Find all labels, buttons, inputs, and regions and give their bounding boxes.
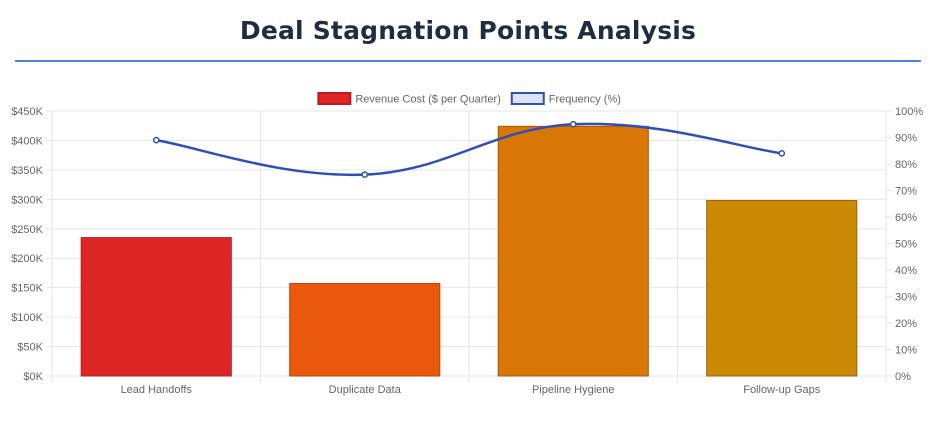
y-left-tick-label: $450K xyxy=(11,106,43,118)
y-right-tick-label: 100% xyxy=(895,106,923,118)
legend-swatch xyxy=(317,92,352,105)
y-right-tick-label: 50% xyxy=(895,239,917,251)
y-right-tick-label: 0% xyxy=(895,371,911,383)
bar-duplicate-data xyxy=(289,283,441,377)
legend-label: Revenue Cost ($ per Quarter) xyxy=(355,94,501,106)
y-right-tick-label: 70% xyxy=(895,186,917,198)
y-right-tick-label: 90% xyxy=(895,133,917,145)
legend-swatch xyxy=(510,92,545,105)
x-tick-label: Follow-up Gaps xyxy=(743,384,821,396)
page-title: Deal Stagnation Points Analysis xyxy=(239,16,697,45)
legend-label: Frequency (%) xyxy=(549,94,621,106)
y-right-tick-label: 10% xyxy=(895,345,917,357)
bar-lead-handoffs xyxy=(80,237,232,377)
y-left-tick-label: $0K xyxy=(23,371,43,383)
y-left-tick-label: $50K xyxy=(17,342,43,354)
x-tick-label: Duplicate Data xyxy=(329,384,402,396)
y-left-tick-label: $400K xyxy=(11,135,43,147)
y-left-tick-label: $250K xyxy=(11,224,43,236)
frequency-point xyxy=(778,150,786,157)
frequency-point xyxy=(361,171,369,178)
y-left-tick-label: $150K xyxy=(11,283,43,295)
y-right-tick-label: 60% xyxy=(895,212,917,224)
y-right-tick-label: 30% xyxy=(895,292,917,304)
y-right-tick-label: 40% xyxy=(895,265,917,277)
y-left-tick-label: $300K xyxy=(11,194,43,206)
y-left-tick-label: $350K xyxy=(11,165,43,177)
x-tick-label: Lead Handoffs xyxy=(121,384,193,396)
x-tick-label: Pipeline Hygiene xyxy=(532,384,615,396)
frequency-point xyxy=(152,136,160,144)
title-divider xyxy=(15,60,921,62)
y-left-tick-label: $200K xyxy=(11,253,43,265)
frequency-point xyxy=(569,120,577,128)
frequency-line xyxy=(156,122,782,177)
bar-follow-up-gaps xyxy=(706,200,858,377)
y-right-tick-label: 80% xyxy=(895,159,917,171)
y-left-tick-label: $100K xyxy=(11,312,43,324)
bar-pipeline-hygiene xyxy=(497,125,649,377)
y-right-tick-label: 20% xyxy=(895,318,917,330)
